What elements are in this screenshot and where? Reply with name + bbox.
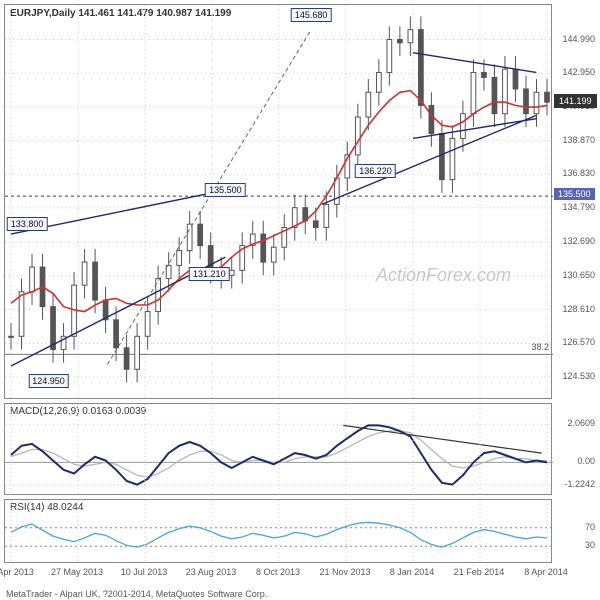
price-panel: EURJPY,Daily 141.461 141.479 140.987 141… bbox=[4, 4, 552, 399]
hline-price-flag: 135.500 bbox=[554, 188, 595, 200]
macd-canvas bbox=[5, 404, 553, 496]
price-flag: 135.500 bbox=[205, 183, 246, 197]
price-flag: 133.800 bbox=[7, 217, 48, 231]
x-axis: 11 Apr 201327 May 201310 Jul 201323 Aug … bbox=[4, 567, 592, 581]
footer-text: MetaTrader - Alpari UK, ?2001-2014, Meta… bbox=[6, 589, 267, 599]
macd-panel: MACD(12,26,9) 0.0163 0.0039 bbox=[4, 403, 552, 495]
rsi-y-axis: 3070 bbox=[553, 499, 597, 563]
rsi-panel: RSI(14) 48.0244 bbox=[4, 499, 552, 563]
rsi-canvas bbox=[5, 500, 553, 564]
price-canvas bbox=[5, 5, 553, 400]
price-flag: 145.680 bbox=[291, 8, 332, 22]
current-price-flag: 141.199 bbox=[554, 94, 597, 108]
price-flag: 131.210 bbox=[189, 267, 230, 281]
price-y-axis: 124.530126.570128.610130.650132.690134.7… bbox=[553, 4, 597, 399]
price-flag: 136.220 bbox=[355, 164, 396, 178]
macd-y-axis: -1.22420.002.0609 bbox=[553, 403, 597, 495]
forex-chart-root: EURJPY,Daily 141.461 141.479 140.987 141… bbox=[0, 0, 600, 600]
price-flag: 124.950 bbox=[28, 374, 69, 388]
